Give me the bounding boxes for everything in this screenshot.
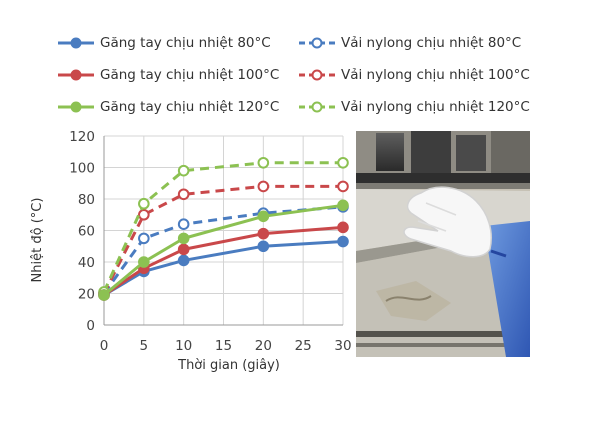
x-tick-label: 30: [334, 338, 351, 354]
x-tick-label: 20: [255, 338, 272, 354]
y-tick-label: 60: [78, 224, 95, 240]
y-tick-label: 20: [78, 287, 95, 303]
data-point: [177, 218, 190, 230]
y-axis-title: Nhiệt độ (°C): [30, 198, 45, 283]
data-point: [138, 197, 150, 210]
legend-item: Găng tay chịu nhiệt 120°C: [56, 97, 279, 117]
data-point: [177, 232, 190, 245]
x-tick-label: 5: [140, 338, 149, 354]
y-tick-label: 100: [69, 161, 95, 177]
legend-item: Vải nylong chịu nhiệt 100°C: [297, 65, 530, 85]
legend-label: Găng tay chịu nhiệt 80°C: [100, 35, 271, 51]
data-point: [138, 232, 150, 245]
legend-marker-icon: [299, 69, 335, 81]
data-point: [257, 156, 270, 169]
y-tick-label: 80: [78, 192, 95, 208]
data-point: [138, 256, 150, 268]
data-point: [337, 221, 349, 234]
y-tick-label: 0: [86, 318, 95, 334]
x-tick-label: 25: [295, 338, 312, 354]
legend-marker-icon: [299, 101, 335, 113]
data-point: [257, 227, 270, 240]
data-point: [177, 243, 190, 256]
legend-item: Vải nylong chịu nhiệt 80°C: [297, 33, 521, 53]
legend-label: Vải nylong chịu nhiệt 120°C: [341, 99, 530, 115]
chart-axes: 0 20 40 60 80 100 120 0 5 10 15 20 25 30: [69, 129, 351, 354]
legend-label: Găng tay chịu nhiệt 100°C: [100, 67, 280, 83]
legend-marker-icon: [58, 101, 94, 113]
x-axis-title: Thời gian (giây): [177, 358, 280, 373]
legend-marker-icon: [58, 37, 94, 49]
legend-marker-icon: [58, 69, 94, 81]
legend-item: Găng tay chịu nhiệt 100°C: [56, 65, 279, 85]
legend-item: Vải nylong chịu nhiệt 120°C: [297, 97, 530, 117]
data-point: [98, 289, 110, 301]
data-point: [177, 188, 190, 201]
data-point: [257, 180, 270, 193]
y-tick-label: 40: [78, 255, 95, 271]
x-tick-label: 10: [175, 338, 192, 354]
legend-label: Vải nylong chịu nhiệt 100°C: [341, 67, 530, 83]
gloved-hand-photo: [356, 131, 530, 357]
legend-item: Găng tay chịu nhiệt 80°C: [56, 33, 271, 53]
legend-marker-icon: [299, 37, 335, 49]
x-tick-label: 15: [215, 338, 232, 354]
legend-label: Găng tay chịu nhiệt 120°C: [100, 99, 280, 115]
data-point: [177, 164, 190, 177]
data-point: [337, 235, 349, 248]
y-tick-label: 120: [69, 129, 95, 145]
x-tick-label: 0: [100, 338, 109, 354]
data-point: [257, 210, 270, 223]
series-line: [102, 161, 343, 293]
data-point: [177, 254, 190, 267]
chart-series: [98, 156, 349, 301]
data-point: [257, 240, 270, 253]
data-point: [138, 208, 150, 221]
data-point: [337, 199, 349, 212]
data-point: [337, 156, 349, 169]
data-point: [337, 180, 349, 193]
legend-label: Vải nylong chịu nhiệt 80°C: [341, 35, 522, 51]
